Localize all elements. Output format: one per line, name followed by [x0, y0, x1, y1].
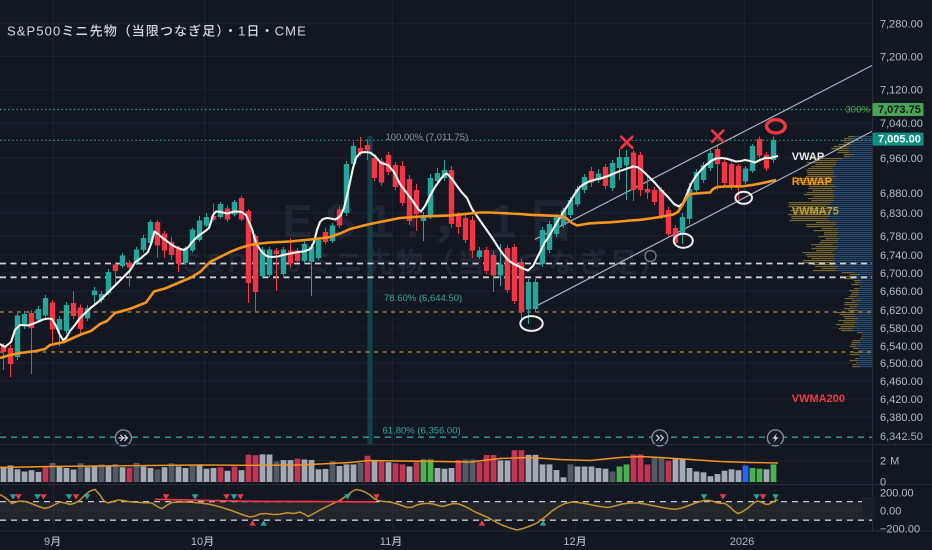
svg-text:0.00: 0.00 [880, 505, 901, 517]
svg-text:7,200.00: 7,200.00 [880, 51, 923, 63]
svg-text:VWMA200: VWMA200 [792, 393, 845, 405]
svg-text:S&P500ミニ先物（当限つなぎ足）・1日・CME: S&P500ミニ先物（当限つなぎ足）・1日・CME [7, 21, 307, 40]
svg-text:6,342.50: 6,342.50 [880, 431, 923, 443]
svg-text:61.80% (6,356.00): 61.80% (6,356.00) [383, 426, 461, 437]
svg-text:7,280.00: 7,280.00 [880, 19, 923, 31]
svg-text:2026: 2026 [730, 536, 754, 548]
svg-text:200.00: 200.00 [880, 487, 914, 499]
svg-text:6,460.00: 6,460.00 [880, 376, 923, 388]
svg-text:6,540.00: 6,540.00 [880, 341, 923, 353]
svg-text:6,880.00: 6,880.00 [880, 188, 923, 200]
svg-text:100.00% (7,011.75): 100.00% (7,011.75) [386, 132, 469, 143]
svg-text:6,830.00: 6,830.00 [880, 208, 923, 220]
svg-text:78.60% (6,644.50): 78.60% (6,644.50) [384, 293, 462, 304]
svg-text:7,040.00: 7,040.00 [880, 118, 923, 130]
svg-text:9月: 9月 [44, 533, 61, 549]
svg-text:6,500.00: 6,500.00 [880, 358, 923, 370]
svg-text:0: 0 [880, 476, 886, 488]
svg-text:6,960.00: 6,960.00 [880, 153, 923, 165]
svg-text:2 M: 2 M [880, 456, 900, 468]
svg-text:VWAP: VWAP [792, 151, 824, 163]
svg-text:7,120.00: 7,120.00 [880, 85, 923, 97]
svg-text:10月: 10月 [191, 533, 214, 549]
svg-text:6,580.00: 6,580.00 [880, 323, 923, 335]
svg-text:6,420.00: 6,420.00 [880, 394, 923, 406]
svg-text:VWMA75: VWMA75 [792, 206, 839, 218]
svg-text:300%: 300% [846, 104, 871, 115]
svg-text:12月: 12月 [563, 533, 586, 549]
svg-text:6,700.00: 6,700.00 [880, 268, 923, 280]
svg-text:6,380.00: 6,380.00 [880, 412, 923, 424]
svg-text:7,073.75: 7,073.75 [878, 104, 921, 116]
svg-text:11月: 11月 [380, 533, 402, 549]
svg-text:−200.00: −200.00 [880, 524, 920, 536]
svg-text:6,740.00: 6,740.00 [880, 250, 923, 262]
svg-text:6,660.00: 6,660.00 [880, 286, 923, 298]
svg-text:RVWAP: RVWAP [792, 176, 832, 188]
svg-text:6,620.00: 6,620.00 [880, 305, 923, 317]
svg-text:7,005.00: 7,005.00 [878, 134, 921, 146]
svg-text:6,780.00: 6,780.00 [880, 231, 923, 243]
